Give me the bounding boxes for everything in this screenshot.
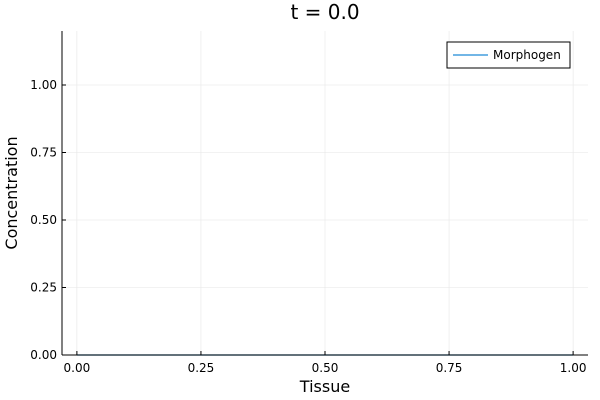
x-tick-label-2: 0.50 [312, 361, 339, 375]
x-tick-label-4: 1.00 [560, 361, 587, 375]
chart-title: t = 0.0 [290, 0, 359, 24]
y-tick-label-4: 1.00 [30, 78, 57, 92]
x-tick-label-3: 0.75 [436, 361, 463, 375]
x-tick-label-1: 0.25 [188, 361, 215, 375]
y-tick-label-1: 0.25 [30, 281, 57, 295]
y-axis-title: Concentration [2, 136, 21, 249]
y-tick-label-2: 0.50 [30, 213, 57, 227]
y-tick-label-0: 0.00 [30, 348, 57, 362]
x-tick-label-0: 0.00 [64, 361, 91, 375]
legend-label-morphogen: Morphogen [493, 48, 561, 62]
tick-labels: 0.00 0.25 0.50 0.75 1.00 0.00 0.25 0.50 0.75 1.00 [30, 78, 586, 375]
axes [61, 31, 588, 356]
legend: Morphogen [446, 41, 571, 69]
y-tick-label-3: 0.75 [30, 146, 57, 160]
x-axis-title: Tissue [299, 377, 350, 396]
